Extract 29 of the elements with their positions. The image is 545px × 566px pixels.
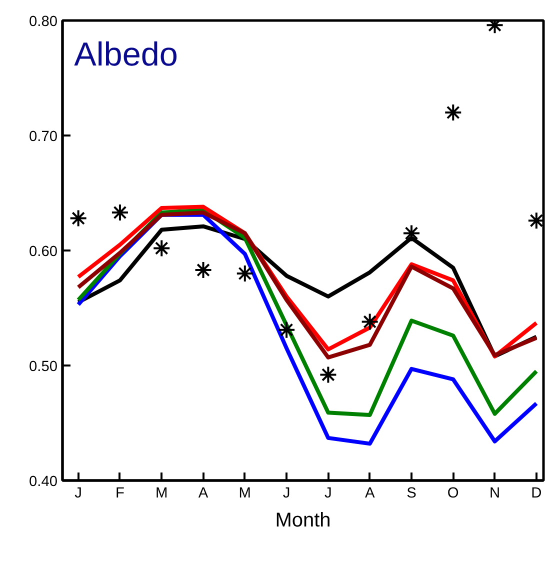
- y-tick-label: 0.40: [28, 474, 58, 490]
- point: [319, 366, 338, 384]
- x-tick-label: F: [115, 486, 124, 502]
- annotation: Albedo: [74, 36, 178, 74]
- x-axis-title: Month: [275, 510, 331, 532]
- point: [236, 264, 254, 282]
- y-tick-label: 0.50: [28, 359, 58, 375]
- x-tick-label: J: [282, 486, 290, 502]
- x-tick-label: M: [238, 486, 252, 502]
- y-tick-label: 0.60: [28, 244, 58, 260]
- x-tick-label: M: [156, 486, 168, 502]
- point: [360, 312, 379, 331]
- x-tick-label: J: [74, 486, 82, 502]
- x-tick-label: S: [406, 486, 417, 502]
- x-tick-label: A: [198, 486, 208, 502]
- point: [110, 204, 129, 222]
- point: [402, 224, 420, 242]
- y-tick-label: 0.70: [28, 129, 58, 145]
- point: [444, 104, 462, 122]
- point: [69, 209, 88, 228]
- x-tick-label: A: [364, 486, 375, 502]
- point: [194, 261, 212, 280]
- x-tick-label: D: [531, 486, 542, 502]
- x-tick-label: O: [447, 486, 459, 502]
- y-tick-label: 0.80: [28, 14, 58, 30]
- point: [152, 239, 171, 258]
- point: [278, 320, 296, 339]
- x-tick-label: J: [324, 486, 332, 502]
- x-tick-label: N: [489, 486, 500, 502]
